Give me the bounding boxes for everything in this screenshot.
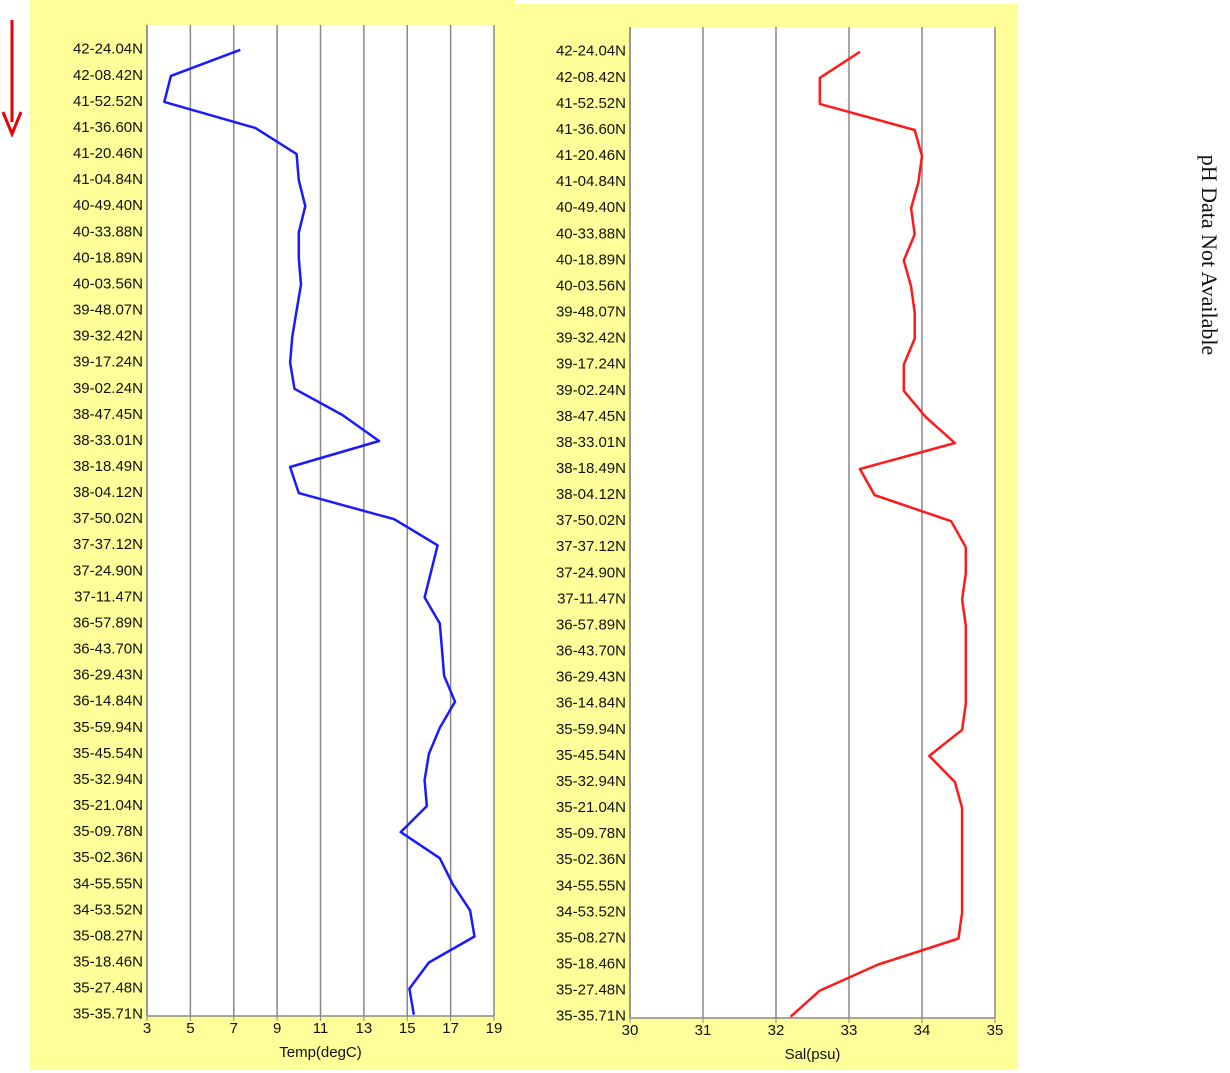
x-tick-label: 19 [486,1020,503,1037]
y-tick-label: 35-21.04N [556,799,626,816]
y-tick-label: 36-29.43N [556,669,626,686]
data-line [163,48,476,1015]
x-tick-label: 33 [841,1022,858,1039]
x-axis-label: Temp(degC) [279,1044,362,1061]
y-tick-label: 40-49.40N [73,197,143,214]
x-axis-label: Sal(psu) [785,1046,841,1063]
y-tick-label: 41-52.52N [556,95,626,112]
y-tick-label: 35-27.48N [556,982,626,999]
y-tick-label: 40-18.89N [556,251,626,268]
y-tick-label: 40-33.88N [556,225,626,242]
y-tick-label: 35-35.71N [556,1008,626,1025]
y-tick-label: 40-18.89N [73,249,143,266]
data-line [789,50,968,1018]
x-tick-label: 17 [442,1020,459,1037]
y-tick-label: 35-59.94N [73,719,143,736]
x-tick-label: 32 [768,1022,785,1039]
y-tick-label: 37-50.02N [556,512,626,529]
y-tick-label: 38-47.45N [73,406,143,423]
y-tick-label: 35-45.54N [556,747,626,764]
x-tick-label: 5 [186,1020,194,1037]
y-tick-label: 42-08.42N [73,67,143,84]
y-tick-label: 41-36.60N [556,121,626,138]
y-tick-label: 42-24.04N [73,41,143,58]
y-tick-label: 38-47.45N [556,408,626,425]
y-tick-label: 36-43.70N [556,643,626,660]
y-tick-label: 40-03.56N [73,275,143,292]
plot-area [630,27,995,1018]
y-tick-label: 39-48.07N [556,304,626,321]
x-tick-label: 35 [987,1022,1004,1039]
y-tick-label: 35-21.04N [73,797,143,814]
y-tick-label: 42-08.42N [556,69,626,86]
y-tick-label: 41-36.60N [73,119,143,136]
x-tick-label: 13 [356,1020,373,1037]
y-tick-label: 35-27.48N [73,980,143,997]
y-tick-label: 35-32.94N [556,773,626,790]
y-tick-label: 36-57.89N [556,616,626,633]
y-tick-label: 36-43.70N [73,641,143,658]
x-tick-label: 9 [273,1020,281,1037]
y-tick-label: 39-32.42N [73,328,143,345]
annotation: pH Data Not Available [1197,155,1222,356]
y-tick-label: 37-24.90N [73,562,143,579]
y-tick-label: 40-33.88N [73,223,143,240]
y-tick-label: 35-18.46N [73,954,143,971]
arrow-head [1,111,23,138]
y-tick-label: 38-18.49N [556,460,626,477]
y-tick-label: 41-20.46N [556,147,626,164]
y-tick-label: 34-53.52N [73,901,143,918]
y-tick-label: 34-53.52N [556,903,626,920]
y-tick-label: 39-17.24N [73,354,143,371]
x-tick-label: 15 [399,1020,416,1037]
y-tick-label: 41-04.84N [73,171,143,188]
y-tick-label: 39-17.24N [556,356,626,373]
y-tick-label: 38-04.12N [556,486,626,503]
x-tick-label: 3 [143,1020,151,1037]
y-tick-label: 41-20.46N [73,145,143,162]
y-tick-label: 40-03.56N [556,277,626,294]
y-tick-label: 35-59.94N [556,721,626,738]
y-tick-label: 39-02.24N [73,380,143,397]
y-tick-label: 35-08.27N [73,927,143,944]
y-tick-label: 40-49.40N [556,199,626,216]
y-tick-label: 37-50.02N [73,510,143,527]
y-tick-label: 35-45.54N [73,745,143,762]
y-tick-label: 36-29.43N [73,667,143,684]
y-tick-label: 38-18.49N [73,458,143,475]
y-tick-label: 34-55.55N [556,877,626,894]
x-tick-label: 31 [695,1022,712,1039]
y-tick-label: 39-48.07N [73,302,143,319]
x-tick-label: 34 [914,1022,931,1039]
y-tick-label: 35-32.94N [73,771,143,788]
y-tick-label: 37-37.12N [73,536,143,553]
x-tick-label: 30 [622,1022,639,1039]
y-tick-label: 36-14.84N [73,693,143,710]
y-tick-label: 39-02.24N [556,382,626,399]
y-tick-label: 35-08.27N [556,929,626,946]
y-tick-label: 37-11.47N [74,588,143,605]
y-tick-label: 39-32.42N [556,330,626,347]
x-tick-label: 7 [230,1020,238,1037]
y-tick-label: 38-04.12N [73,484,143,501]
y-tick-label: 35-02.36N [73,849,143,866]
y-tick-label: 35-09.78N [556,825,626,842]
y-tick-label: 37-37.12N [556,538,626,555]
y-tick-label: 42-24.04N [556,43,626,60]
y-tick-label: 34-55.55N [73,875,143,892]
y-tick-label: 37-24.90N [556,564,626,581]
y-tick-label: 38-33.01N [73,432,143,449]
y-tick-label: 35-09.78N [73,823,143,840]
y-tick-label: 38-33.01N [556,434,626,451]
x-tick-label: 11 [313,1020,329,1037]
y-tick-label: 41-52.52N [73,93,143,110]
y-tick-label: 35-18.46N [556,956,626,973]
y-tick-label: 35-35.71N [73,1006,143,1023]
y-tick-label: 35-02.36N [556,851,626,868]
y-tick-label: 37-11.47N [557,590,626,607]
y-tick-label: 41-04.84N [556,173,626,190]
y-tick-label: 36-57.89N [73,614,143,631]
y-tick-label: 36-14.84N [556,695,626,712]
